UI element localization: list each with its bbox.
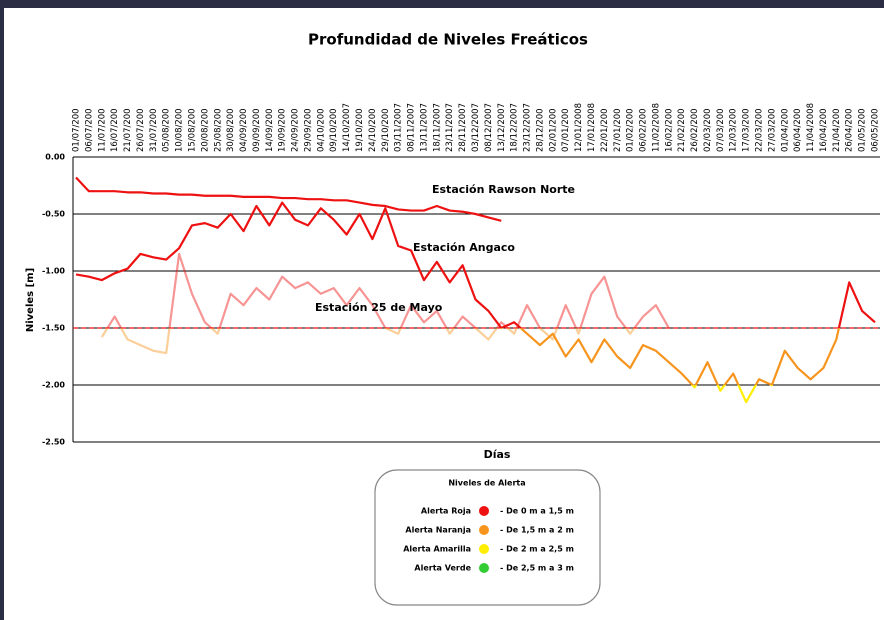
x-tick-label: 24/09/200 [291,108,301,152]
y-tick-label: 0.00 [45,153,65,162]
legend-box [374,469,601,606]
legend-label: Alerta Amarilla [403,545,471,554]
x-tick-label: 16/07/200 [110,108,120,152]
x-tick-label: 12/03/200 [729,108,739,152]
x-tick-label: 26/04/200 [845,108,855,152]
x-tick-label: 19/09/200 [278,108,288,152]
x-tick-label: 19/10/200 [355,108,365,152]
x-tick-label: 30/08/200 [226,108,236,152]
legend-label: Alerta Verde [414,564,471,573]
legend-swatch [479,544,489,554]
x-tick-label: 14/09/200 [265,108,275,152]
x-tick-label: 22/03/200 [755,108,765,152]
x-tick-label: 06/04/200 [793,108,803,152]
x-tick-label: 07/03/200 [716,108,726,152]
x-tick-label: 01/07/200 [72,108,82,152]
x-tick-label: 21/04/200 [832,108,842,152]
x-tick-label: 03/12/2007 [471,103,481,152]
x-tick-label: 12/01/2008 [574,103,584,152]
x-tick-label: 23/12/2007 [523,103,533,152]
x-tick-label: 16/02/200 [664,108,674,152]
x-tick-label: 24/10/200 [368,108,378,152]
series-annotation: Estación 25 de Mayo [315,301,443,314]
x-tick-label: 22/01/200 [600,108,610,152]
x-tick-label: 21/02/200 [677,108,687,152]
legend-range: - De 2,5 m a 3 m [500,564,574,573]
y-tick-label: -0.50 [42,210,65,219]
legend-swatch [479,563,489,573]
y-tick-label: -1.50 [42,324,65,333]
x-tick-label: 13/11/2007 [419,103,429,152]
x-tick-label: 08/12/2007 [484,103,494,152]
x-tick-label: 09/09/200 [252,108,262,152]
x-tick-label: 06/05/200 [871,108,881,152]
x-tick-label: 17/03/200 [742,108,752,152]
x-tick-label: 23/11/2007 [445,103,455,152]
x-tick-label: 28/12/200 [535,108,545,152]
series-line [100,252,670,355]
x-tick-label: 26/07/200 [136,108,146,152]
x-tick-label: 17/01/2008 [587,103,597,152]
x-tick-label: 15/08/200 [187,108,197,152]
series-line [75,201,876,404]
x-tick-label: 07/01/200 [561,108,571,152]
x-tick-label: 11/04/2008 [806,103,816,152]
y-tick-label: -2.00 [42,381,65,390]
y-axis-title: Niveles [m] [25,268,36,332]
legend-label: Alerta Roja [421,507,471,516]
x-tick-label: 26/02/200 [690,108,700,152]
legend-title: Niveles de Alerta [448,479,525,488]
x-tick-label: 04/10/200 [316,108,326,152]
x-tick-label: 25/08/200 [213,108,223,152]
series-line [75,176,502,222]
x-tick-label: 01/02/200 [626,108,636,152]
x-tick-label: 13/12/2007 [497,103,507,152]
series-annotation: Estación Angaco [413,241,515,254]
y-tick-label: -2.50 [42,438,65,447]
chart-title: Profundidad de Niveles Freáticos [308,31,588,49]
x-tick-label: 03/11/2007 [394,103,404,152]
x-tick-label: 01/05/200 [858,108,868,152]
x-tick-label: 14/10/2007 [342,103,352,152]
legend-range: - De 0 m a 1,5 m [500,507,574,516]
x-tick-label: 27/01/200 [613,108,623,152]
legend-range: - De 2 m a 2,5 m [500,545,574,554]
x-tick-label: 16/04/200 [819,108,829,152]
x-tick-label: 18/12/2007 [510,103,520,152]
series-annotation: Estación Rawson Norte [432,183,575,196]
x-tick-label: 11/02/2008 [651,103,661,152]
x-tick-label: 02/01/200 [548,108,558,152]
x-tick-label: 31/07/200 [149,108,159,152]
x-tick-label: 11/07/200 [97,108,107,152]
legend-swatch [479,525,489,535]
legend-label: Alerta Naranja [405,526,471,535]
x-axis-title: Días [484,448,511,461]
legend-range: - De 1,5 m a 2 m [500,526,574,535]
x-tick-label: 29/10/200 [381,108,391,152]
x-tick-label: 08/11/2007 [407,103,417,152]
x-tick-label: 18/11/2007 [432,103,442,152]
x-tick-label: 05/08/200 [162,108,172,152]
x-tick-label: 20/08/200 [200,108,210,152]
x-tick-label: 29/09/200 [303,108,313,152]
x-tick-label: 06/07/200 [84,108,94,152]
x-tick-label: 21/07/200 [123,108,133,152]
x-tick-label: 01/04/200 [780,108,790,152]
x-tick-label: 28/11/2007 [458,103,468,152]
x-tick-label: 04/09/200 [239,108,249,152]
x-tick-label: 06/02/200 [639,108,649,152]
x-tick-label: 10/08/200 [175,108,185,152]
x-tick-label: 09/10/200 [329,108,339,152]
x-tick-label: 27/03/200 [767,108,777,152]
x-tick-label: 02/03/200 [703,108,713,152]
legend-swatch [479,506,489,516]
y-tick-label: -1.00 [42,267,65,276]
